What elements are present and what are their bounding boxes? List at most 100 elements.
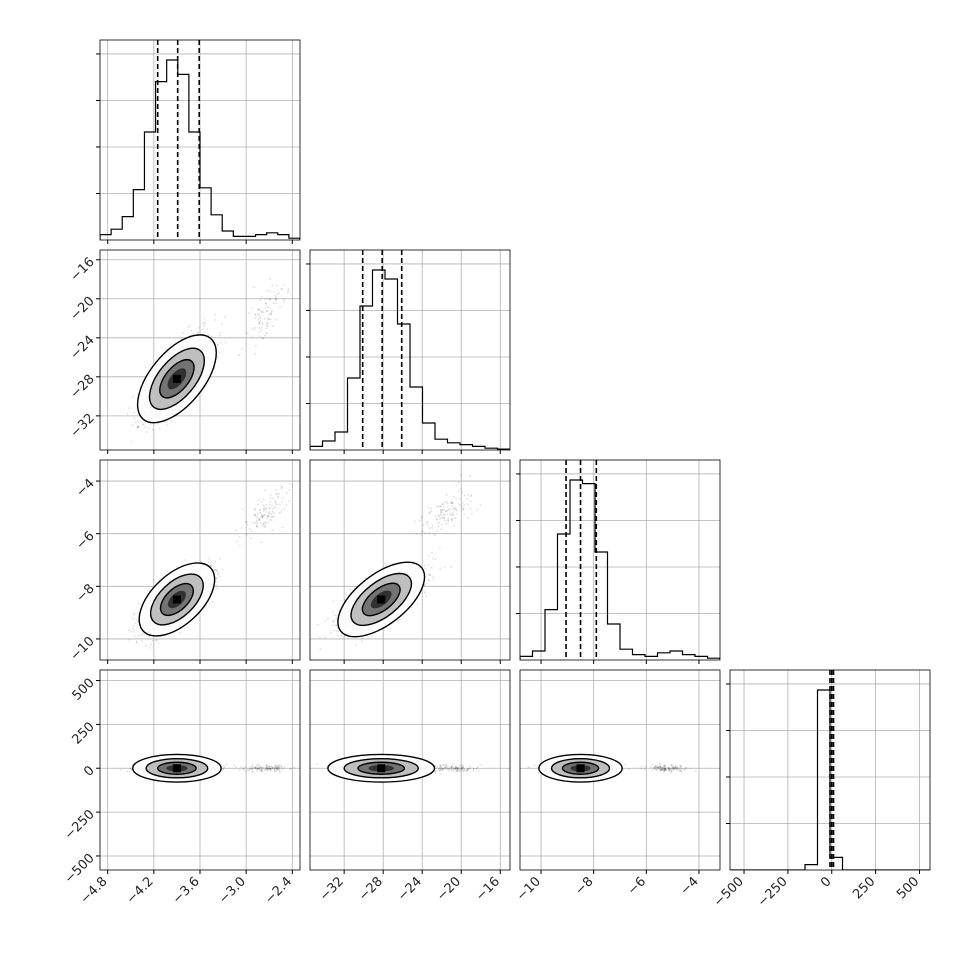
sample-point xyxy=(246,521,249,523)
sample-point xyxy=(251,336,254,339)
sample-point xyxy=(138,425,140,427)
sample-point xyxy=(262,524,265,527)
y-tick-label: −32 xyxy=(68,411,98,441)
sample-point xyxy=(256,524,258,527)
sample-point xyxy=(253,329,255,331)
sample-point xyxy=(254,508,257,510)
sample-point xyxy=(275,298,278,301)
sample-point xyxy=(275,492,278,495)
sample-point xyxy=(268,511,270,513)
y-tick-label: −6 xyxy=(73,529,97,553)
sample-point xyxy=(264,298,267,300)
sample-point xyxy=(281,497,284,500)
sample-point xyxy=(254,317,257,319)
sample-point xyxy=(353,587,356,589)
sample-point xyxy=(136,426,139,428)
sample-point xyxy=(262,311,265,313)
sample-point xyxy=(261,515,264,517)
sample-point xyxy=(265,508,268,511)
sample-point xyxy=(275,284,278,287)
sample-point xyxy=(431,551,433,554)
sample-point xyxy=(246,332,249,335)
sample-point xyxy=(440,511,442,514)
sample-point xyxy=(264,525,266,528)
sample-point xyxy=(216,344,219,347)
sample-point xyxy=(142,423,144,426)
sample-point xyxy=(148,635,151,638)
sample-point xyxy=(273,506,276,508)
axis-frame xyxy=(99,39,301,241)
sample-point xyxy=(264,526,267,529)
sample-point xyxy=(216,356,219,358)
sample-point xyxy=(332,610,334,613)
sample-point xyxy=(269,278,271,280)
sample-point xyxy=(256,522,259,525)
sample-point xyxy=(157,642,160,644)
sample-point xyxy=(318,636,321,639)
sample-point xyxy=(280,487,283,490)
sample-point xyxy=(269,494,272,496)
sample-point xyxy=(203,325,205,327)
sample-point xyxy=(209,565,212,567)
sample-point xyxy=(133,417,136,420)
sample-point xyxy=(267,515,269,518)
sample-point xyxy=(265,504,268,506)
sample-point xyxy=(267,515,270,518)
sample-point xyxy=(179,632,181,634)
sample-point xyxy=(215,580,217,583)
sample-point xyxy=(145,431,148,434)
sample-point xyxy=(244,521,247,523)
scatter-panel-p2-vs-p1: −32−28−24−20−16 xyxy=(68,249,301,454)
histogram-step xyxy=(310,269,510,450)
sample-point xyxy=(260,515,263,517)
sample-point xyxy=(438,514,441,516)
sample-point xyxy=(199,560,202,562)
sample-point xyxy=(439,518,441,520)
axis-frame xyxy=(309,249,511,451)
sample-point xyxy=(279,306,281,308)
sample-point xyxy=(137,425,140,428)
sample-point xyxy=(427,578,430,581)
sample-point xyxy=(281,288,284,290)
sample-point xyxy=(133,612,135,614)
sample-point xyxy=(439,505,441,508)
sample-point xyxy=(221,568,224,571)
sample-point xyxy=(184,559,187,561)
sample-point xyxy=(272,497,274,500)
sample-point xyxy=(214,571,216,573)
sample-point xyxy=(149,423,152,425)
sample-point xyxy=(455,509,458,512)
sample-point xyxy=(280,288,283,290)
sample-point xyxy=(148,647,151,649)
sample-point xyxy=(269,318,272,321)
sample-point xyxy=(235,529,238,532)
sample-point xyxy=(213,367,216,370)
sample-point xyxy=(253,514,255,517)
sample-point xyxy=(267,306,269,308)
sample-point xyxy=(266,322,268,325)
sample-point xyxy=(423,524,425,526)
sample-point xyxy=(198,327,201,329)
sample-point xyxy=(434,534,437,536)
sample-point xyxy=(259,317,262,320)
sample-point xyxy=(215,584,217,587)
sample-point xyxy=(335,630,338,633)
sample-point xyxy=(272,291,275,293)
sample-point xyxy=(396,621,399,623)
sample-point xyxy=(443,517,445,520)
sample-point xyxy=(288,489,291,491)
sample-point xyxy=(261,515,264,517)
sample-point xyxy=(136,426,139,428)
sample-point xyxy=(265,302,267,305)
sample-point xyxy=(216,343,219,345)
sample-point xyxy=(131,395,134,398)
y-tick-label: −4 xyxy=(73,476,97,500)
sample-point xyxy=(264,302,267,304)
sample-point xyxy=(146,421,149,424)
sample-point xyxy=(283,508,286,510)
sample-point xyxy=(254,353,257,355)
sample-point xyxy=(157,422,159,425)
sample-point xyxy=(255,519,258,522)
sample-point xyxy=(216,587,219,590)
sample-point xyxy=(260,326,263,329)
